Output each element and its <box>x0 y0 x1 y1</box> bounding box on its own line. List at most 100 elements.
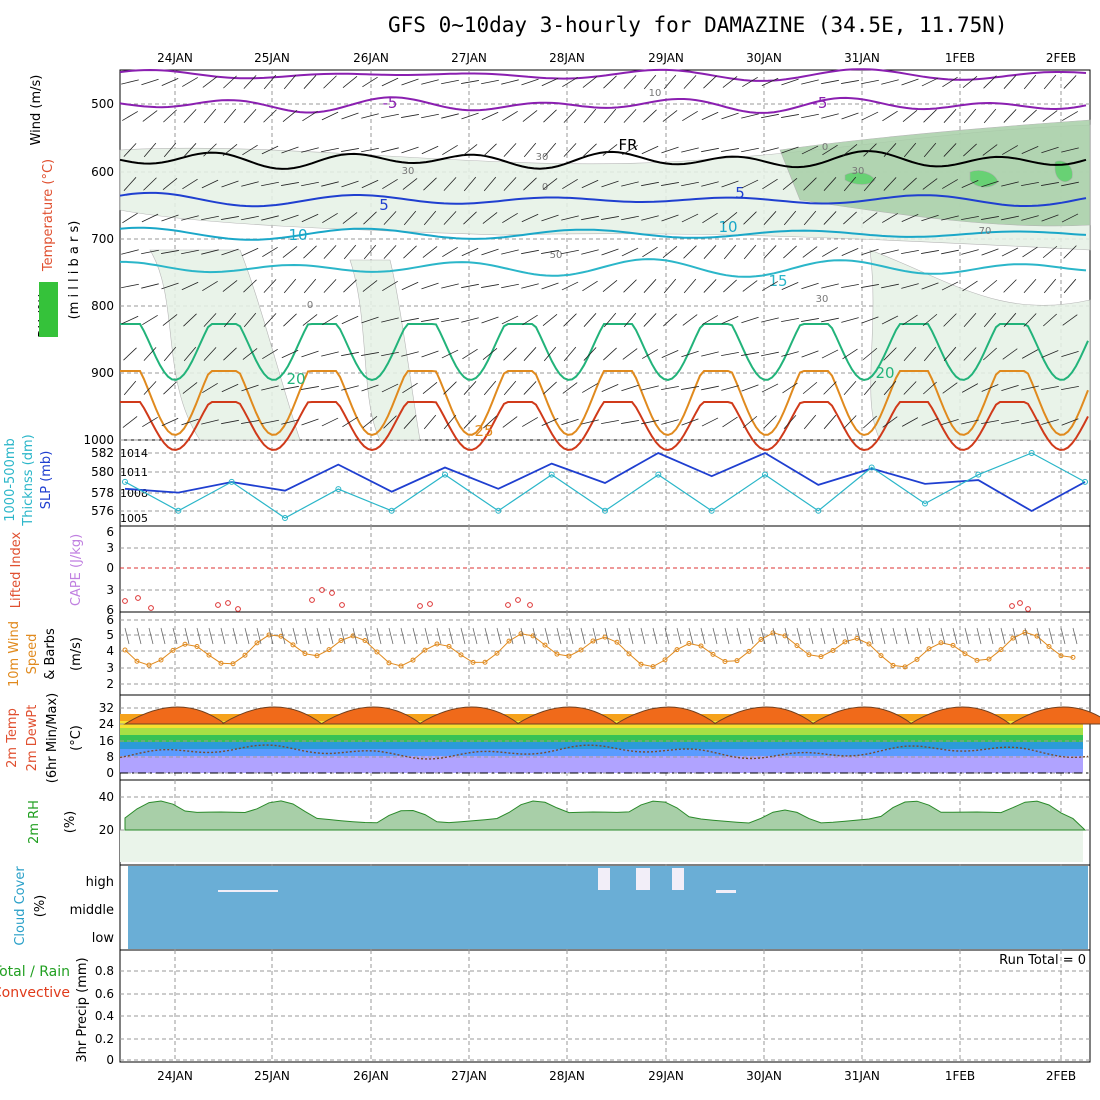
wind-barb <box>861 316 879 324</box>
slp-point <box>442 471 448 478</box>
wind-barb <box>901 78 919 86</box>
thickness-tick-label: 576 <box>91 504 114 518</box>
slp-line <box>124 452 1086 519</box>
lifted-index-point <box>309 597 315 603</box>
wind-barb <box>563 109 577 123</box>
wind10-point <box>242 652 248 658</box>
wind-barb <box>242 348 258 360</box>
wind-barb <box>821 79 839 85</box>
wind-barb <box>923 142 937 158</box>
wind-barb <box>1063 245 1077 259</box>
wind-barb <box>423 177 437 191</box>
date-label-bottom: 1FEB <box>945 1069 975 1083</box>
slp-point <box>868 464 875 471</box>
wind-barb <box>1003 109 1017 123</box>
level-tick-label: 900 <box>91 366 114 380</box>
wind-barb <box>702 212 718 224</box>
wind-barb <box>741 316 759 324</box>
wind-barb <box>883 380 897 396</box>
wind10-point <box>914 656 920 662</box>
wind-barb <box>162 314 178 326</box>
wind10-point <box>1022 629 1028 635</box>
wind10-barb <box>748 627 754 645</box>
contour-label: -5 <box>383 94 398 112</box>
wind10-barb <box>640 627 646 645</box>
date-label-top: 28JAN <box>549 51 585 65</box>
wind-barb <box>903 177 917 191</box>
wind10-barb <box>712 627 718 645</box>
wind-barb <box>342 212 358 224</box>
wind-barb <box>163 346 177 362</box>
wind-barb <box>663 74 677 90</box>
wind10-barb <box>940 627 946 645</box>
wind-barb <box>1062 111 1078 121</box>
wind-barb <box>702 315 718 325</box>
wind-barb <box>821 113 839 119</box>
wind-barb <box>802 246 818 258</box>
wind10-barb <box>304 627 310 645</box>
wind-barb <box>543 346 557 362</box>
wind-barb <box>161 250 179 254</box>
wind10-point <box>770 630 776 636</box>
wind-barb <box>503 347 517 361</box>
wind10-barb <box>1060 627 1066 645</box>
wind-barb <box>182 382 198 394</box>
wind10-point <box>374 649 380 655</box>
wind-tick-label: 2 <box>106 677 114 691</box>
lifted-index-tick: 6 <box>106 603 114 617</box>
wind-barb <box>821 283 839 289</box>
wind10-point <box>794 643 800 649</box>
wind-barb <box>543 142 557 158</box>
date-label-bottom: 29JAN <box>648 1069 684 1083</box>
cloud-gap <box>598 868 610 890</box>
wind-barb <box>443 177 457 191</box>
wind-barb <box>881 79 899 85</box>
wind-barb <box>421 350 439 358</box>
wind-barb <box>483 380 497 396</box>
wind-tick-label: 3 <box>106 661 114 675</box>
wind10-barb <box>928 627 934 645</box>
precip-tick-label: 0.8 <box>95 964 114 978</box>
wind10-barb <box>136 627 142 645</box>
wind-barb <box>203 143 217 157</box>
wind-barb <box>941 418 959 426</box>
wind-barb <box>901 214 919 222</box>
wind-barb <box>323 75 337 89</box>
wind-barb <box>1043 313 1057 327</box>
wind-barb <box>483 415 497 429</box>
wind-barb <box>302 314 318 326</box>
wind-barb <box>362 76 378 88</box>
wind-barb <box>563 313 577 327</box>
wind10-barb <box>844 627 850 645</box>
lifted-index-tick: 3 <box>106 541 114 555</box>
wind-barb <box>163 381 177 395</box>
wind-barb <box>481 284 499 288</box>
wind-barb <box>641 181 659 187</box>
wind-barb <box>143 177 157 191</box>
wind-barb <box>703 75 717 89</box>
wind-barb <box>822 144 838 156</box>
wind-barb <box>281 182 299 186</box>
wind-barb <box>862 347 878 361</box>
wind-barb <box>863 143 877 157</box>
wind-barb <box>482 212 498 224</box>
wind10-point <box>638 661 644 667</box>
wind10-barb <box>256 627 262 645</box>
wind-barb <box>503 177 517 191</box>
wind-barb <box>1021 215 1039 221</box>
wind-barb <box>263 279 277 293</box>
slp-point <box>762 471 768 478</box>
contour-label: 5 <box>735 184 745 202</box>
wind-barb <box>182 77 198 87</box>
slp-point <box>1028 450 1035 456</box>
wind-barb <box>362 280 378 292</box>
wind-barb <box>541 250 559 254</box>
wind-barb <box>923 346 937 362</box>
slp-point <box>922 500 928 507</box>
wind-barb <box>523 347 537 361</box>
wind-barb <box>361 384 379 392</box>
wind-barb <box>921 250 939 254</box>
wind-barb <box>1061 147 1079 153</box>
wind-barb <box>981 180 999 188</box>
wind-barb <box>523 142 537 158</box>
